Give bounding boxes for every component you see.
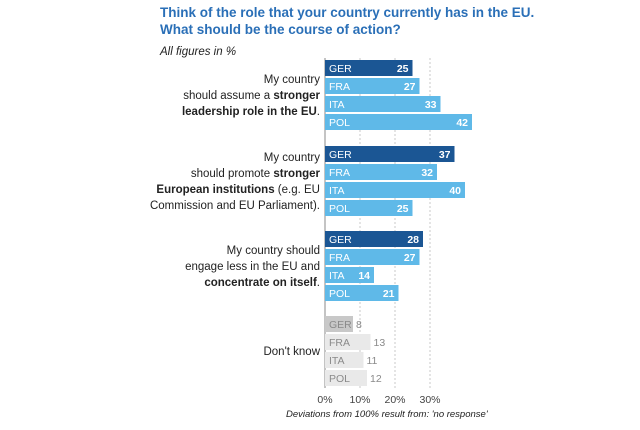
bar-category-label: POL (329, 288, 350, 300)
bar-value-label: 37 (439, 149, 451, 161)
x-tick-label: 0% (317, 394, 332, 406)
bar-fra-group-3 (325, 249, 420, 265)
bar-ita-group-2 (325, 182, 465, 198)
question-label-segment: My country should (227, 245, 320, 257)
bar-ger-group-2 (325, 146, 455, 162)
bar-value-label: 42 (456, 117, 468, 129)
bar-ger-group-4 (325, 316, 353, 332)
bar-value-label: 13 (374, 337, 386, 349)
bar-pol-group-1 (325, 114, 472, 130)
bar-value-label: 33 (425, 99, 437, 111)
bar-ita-group-4 (325, 352, 364, 368)
question-label-segment: stronger (273, 168, 320, 180)
x-tick-label: 20% (384, 394, 405, 406)
bar-category-label: GER (329, 319, 352, 331)
question-label-3: My country should engage less in the EU a… (185, 245, 320, 289)
bar-ita-group-3 (325, 267, 374, 283)
question-label-segment: should promote (191, 168, 273, 180)
bar-category-label: GER (329, 234, 352, 246)
question-label-segment: concentrate on itself (204, 277, 317, 289)
question-label-segment: . (317, 277, 320, 289)
bar-value-label: 11 (367, 355, 378, 367)
bar-pol-group-4 (325, 370, 367, 386)
bar-category-label: FRA (329, 81, 350, 93)
chart-title-line-2: What should be the course of action? (160, 22, 401, 37)
question-label-2: My country should promote stronger Europea… (150, 152, 321, 212)
bar-fra-group-4 (325, 334, 371, 350)
bar-value-label: 27 (404, 252, 416, 264)
chart-title-line-1: Think of the role that your country curr… (160, 5, 535, 20)
bar-category-label: ITA (329, 270, 345, 282)
bar-category-label: FRA (329, 252, 350, 264)
bar-fra-group-2 (325, 164, 437, 180)
question-label-segment: engage less in the EU and (185, 261, 320, 273)
bar-pol-group-2 (325, 200, 413, 216)
question-label-segment: My country (264, 74, 320, 86)
bar-value-label: 28 (407, 234, 419, 246)
bar-fra-group-1 (325, 78, 420, 94)
chart-title: Think of the role that your country curr… (160, 4, 630, 38)
question-label-1: My country should assume a stronger leader… (182, 74, 321, 118)
bar-value-label: 21 (383, 288, 395, 300)
bar-category-label: GER (329, 149, 352, 161)
bar-ita-group-1 (325, 96, 441, 112)
bar-category-label: GER (329, 63, 352, 75)
bar-value-label: 32 (421, 167, 433, 179)
bar-pol-group-3 (325, 285, 399, 301)
bar-value-label: 40 (449, 185, 461, 197)
bar-category-label: ITA (329, 355, 345, 367)
bar-value-label: 12 (370, 373, 382, 385)
bar-value-label: 25 (397, 203, 409, 215)
question-label-segment: leadership role in the EU (182, 106, 317, 118)
bar-category-label: ITA (329, 99, 345, 111)
question-label-segment: . (317, 106, 320, 118)
bar-value-label: 14 (358, 270, 370, 282)
chart-footnote: Deviations from 100% result from: 'no re… (286, 409, 488, 420)
bar-category-label: ITA (329, 185, 345, 197)
question-label-segment: My country (264, 152, 320, 164)
question-label-segment: Commission and EU Parliament). (150, 200, 320, 212)
bar-ger-group-1 (325, 60, 413, 76)
x-tick-label: 30% (419, 394, 440, 406)
question-label-segment: European institutions (156, 184, 274, 196)
bar-value-label: 8 (356, 319, 362, 331)
question-label-segment: should assume a (183, 90, 273, 102)
bar-category-label: POL (329, 373, 350, 385)
question-label-segment: stronger (273, 90, 320, 102)
bar-value-label: 27 (404, 81, 416, 93)
bar-category-label: FRA (329, 167, 350, 179)
x-tick-label: 10% (349, 394, 370, 406)
bar-category-label: POL (329, 117, 350, 129)
bar-category-label: FRA (329, 337, 350, 349)
chart-subtitle: All figures in % (160, 46, 237, 58)
bar-category-label: POL (329, 203, 350, 215)
bar-ger-group-3 (325, 231, 423, 247)
question-label-4: Don't know (263, 346, 320, 358)
bar-value-label: 25 (397, 63, 409, 75)
question-label-segment: Don't know (263, 346, 320, 358)
question-label-segment: (e.g. EU (275, 184, 320, 196)
